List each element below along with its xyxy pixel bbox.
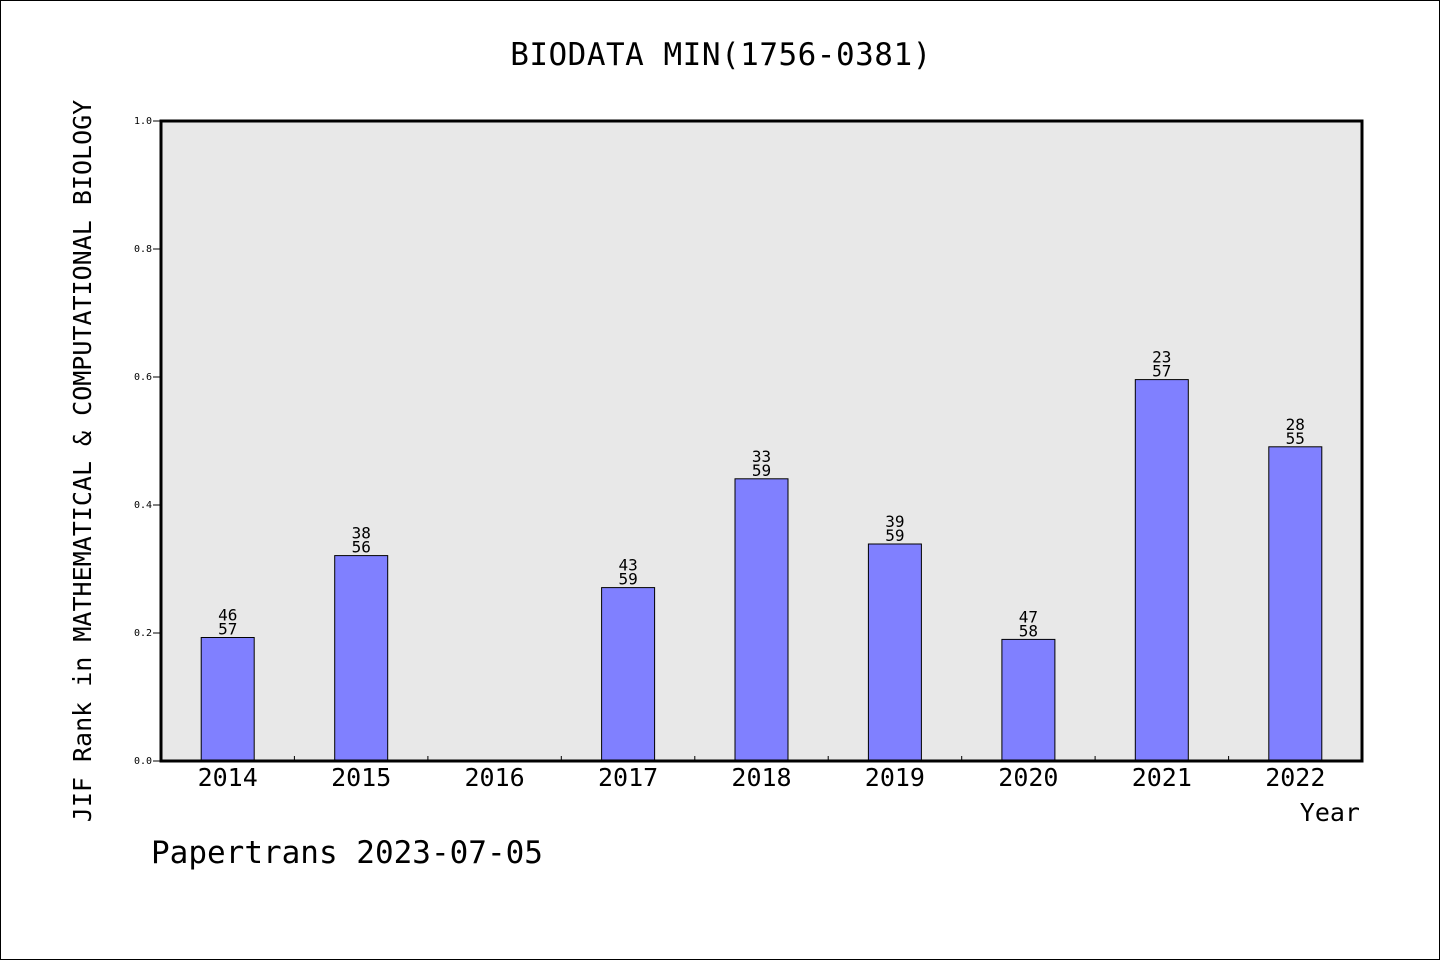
- y-tick-label-1.0: 1.0: [134, 116, 152, 127]
- bar-label-rank-2015: 38: [352, 524, 371, 543]
- bar-label-total-2018: 59: [752, 461, 771, 480]
- y-tick-label-0.4: 0.4: [134, 500, 152, 511]
- bar-label-total-2020: 58: [1019, 621, 1038, 640]
- bar-label-total-2015: 56: [352, 538, 371, 557]
- bar-label-rank-2022: 28: [1286, 415, 1305, 434]
- bar-2018: [734, 478, 789, 762]
- y-tick-label-0.8: 0.8: [134, 244, 152, 255]
- bar-label-total-2014: 57: [218, 620, 237, 639]
- bar-2015: [334, 555, 389, 762]
- bar-2022: [1268, 446, 1323, 762]
- bar-label-rank-2018: 33: [752, 447, 771, 466]
- bar-2014: [200, 637, 255, 762]
- y-axis-label: JIF Rank in MATHEMATICAL & COMPUTATIONAL…: [68, 100, 97, 822]
- bar-label-rank-2020: 47: [1019, 607, 1038, 626]
- x-tick-label-2018: 2018: [731, 763, 791, 792]
- y-tick-label-0.6: 0.6: [134, 372, 152, 383]
- bar-label-total-2021: 57: [1152, 362, 1171, 381]
- bar-2020: [1001, 638, 1056, 762]
- bar-label-total-2019: 59: [885, 526, 904, 545]
- y-tick-label-0.2: 0.2: [134, 628, 152, 639]
- x-tick-label-2014: 2014: [198, 763, 258, 792]
- x-tick-label-2016: 2016: [464, 763, 524, 792]
- bar-label-total-2017: 59: [618, 570, 637, 589]
- bar-label-rank-2014: 46: [218, 606, 237, 625]
- bar-2019: [867, 543, 922, 762]
- bar-label-rank-2021: 23: [1152, 348, 1171, 367]
- x-tick-label-2022: 2022: [1265, 763, 1325, 792]
- x-tick-label-2020: 2020: [998, 763, 1058, 792]
- x-tick-label-2021: 2021: [1132, 763, 1192, 792]
- bar-2017: [601, 587, 656, 762]
- bar-2021: [1134, 379, 1189, 762]
- bar-label-rank-2019: 39: [885, 512, 904, 531]
- y-tick-label-0.0: 0.0: [134, 756, 152, 767]
- x-tick-label-2019: 2019: [865, 763, 925, 792]
- footer-credit: Papertrans 2023-07-05: [151, 835, 543, 871]
- x-tick-label-2017: 2017: [598, 763, 658, 792]
- x-tick-label-2015: 2015: [331, 763, 391, 792]
- x-axis-label: Year: [1300, 798, 1360, 827]
- chart-title: BIODATA MIN(1756-0381): [510, 37, 932, 73]
- bar-label-rank-2017: 43: [618, 556, 637, 575]
- bar-label-total-2022: 55: [1286, 429, 1305, 448]
- plot-border: [159, 119, 1364, 763]
